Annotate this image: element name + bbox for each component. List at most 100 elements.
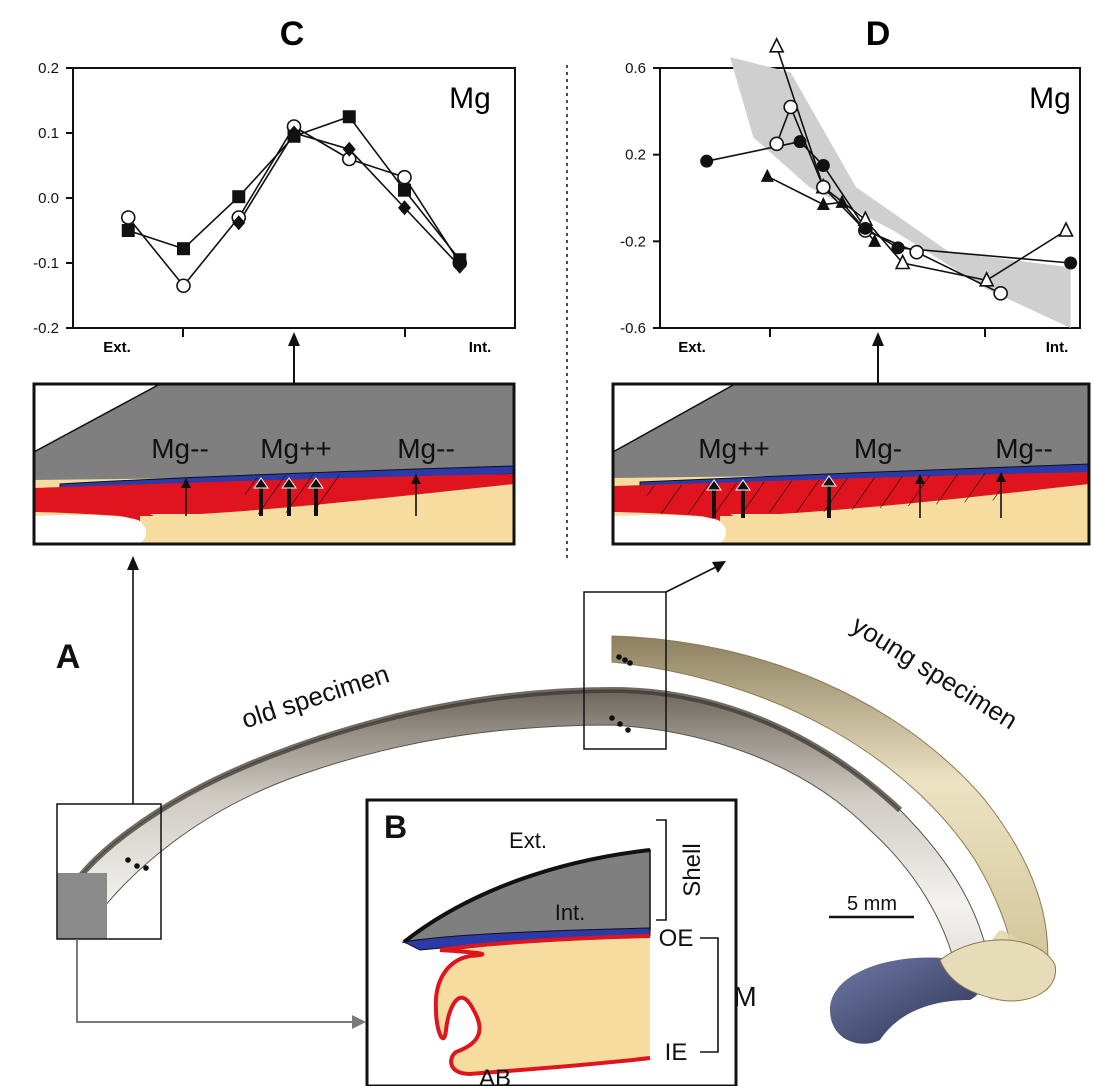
- zoom-box-c: Mg-- Mg++ Mg--: [32, 382, 516, 546]
- data-point-series-1: [176, 278, 191, 294]
- data-point-series-2: [769, 136, 784, 152]
- data-point-series-3: [793, 135, 807, 149]
- data-point-series-2: [177, 242, 190, 256]
- data-point-series-3: [1064, 256, 1078, 270]
- chart-d-y-axis: 0.6 0.2 -0.2 -0.6: [620, 60, 660, 337]
- data-point-series-2: [232, 190, 246, 204]
- selection-box-young: [583, 591, 667, 750]
- data-point-series-2: [909, 244, 924, 260]
- y-tick-label: 0.2: [38, 60, 59, 77]
- series-line-4: [766, 175, 876, 242]
- selection-box-old: [56, 803, 162, 940]
- panel-label-d: D: [866, 15, 891, 53]
- zoom-box-d: Mg++ Mg- Mg--: [611, 382, 1091, 546]
- y-tick-label: 0.6: [625, 60, 646, 77]
- label-shell: Shell: [679, 843, 706, 896]
- chart-d-x-tick-int: Int.: [1046, 339, 1069, 356]
- y-tick-label: 0.2: [625, 147, 646, 164]
- data-point-series-4: [760, 168, 774, 182]
- label-ext: Ext.: [509, 828, 547, 853]
- flux-arrow-head: [735, 479, 751, 491]
- chart-c-annotation: Mg: [449, 82, 491, 115]
- y-tick-label: -0.2: [33, 320, 59, 337]
- y-tick-label: -0.2: [620, 233, 646, 250]
- data-point-series-1: [768, 37, 785, 53]
- label-m: M: [733, 981, 756, 1012]
- chart-c-plot: [120, 110, 468, 294]
- data-point-series-2: [993, 286, 1008, 301]
- flux-arrow-head: [411, 474, 421, 484]
- flux-arrow-head: [915, 474, 925, 484]
- y-tick-label: 0.1: [38, 125, 59, 142]
- flux-arrow-head: [996, 472, 1006, 482]
- diagram-b: B Ext. Int. Shell OE IE M AB: [365, 798, 757, 1086]
- data-point-series-3: [891, 241, 905, 255]
- zoom-d-label-3: Mg--: [995, 433, 1053, 464]
- flux-arrow-head: [308, 477, 324, 489]
- zoom-c-label-2: Mg++: [260, 433, 332, 464]
- panel-label-c: C: [280, 15, 305, 53]
- data-point-series-2: [398, 183, 411, 197]
- data-point-series-3: [816, 159, 830, 172]
- chart-d-plot: [700, 37, 1078, 329]
- chart-c-x-tick-ext: Ext.: [103, 339, 131, 356]
- scale-label: 5 mm: [847, 893, 897, 915]
- flux-arrow-head: [253, 477, 269, 489]
- data-point-series-3: [858, 221, 872, 235]
- series-line-1: [127, 125, 461, 288]
- chart-c-y-axis: 0.2 0.1 0.0 -0.1 -0.2: [33, 60, 73, 337]
- chart-d: D 0.6 0.2 -0.2 -0.6 Mg Ext. Int.: [620, 15, 1081, 383]
- zoom-c-arrows: [181, 474, 421, 516]
- label-ab: AB: [479, 1065, 511, 1086]
- mantle-tissue: [435, 936, 650, 1074]
- chart-c: C 0.2 0.1 0.0 -0.1 -0.2 Mg Ext. Int.: [33, 15, 516, 383]
- panel-label-a: A: [56, 638, 81, 676]
- label-int: Int.: [555, 900, 586, 925]
- data-point-series-1: [120, 210, 136, 225]
- data-point-series-4: [816, 197, 830, 210]
- label-oe: OE: [659, 925, 694, 952]
- y-tick-label: 0.0: [38, 190, 59, 207]
- data-point-series-3: [453, 258, 467, 274]
- y-tick-label: -0.1: [33, 255, 59, 272]
- data-point-series-3: [342, 141, 356, 157]
- zoom-c-label-3: Mg--: [397, 433, 455, 464]
- data-point-series-2: [121, 224, 135, 237]
- arrow-head: [872, 332, 884, 346]
- zoom-d-arrows: [706, 472, 1006, 518]
- panel-label-b: B: [384, 809, 407, 845]
- chart-d-annotation: Mg: [1029, 82, 1071, 115]
- flux-arrow-head: [181, 478, 191, 488]
- chart-d-x-tick-ext: Ext.: [678, 339, 706, 356]
- data-point-series-3: [232, 215, 246, 231]
- data-point-series-3: [398, 200, 411, 216]
- label-ie: IE: [665, 1039, 688, 1066]
- flux-arrow-head: [281, 477, 297, 489]
- chart-c-x-tick-int: Int.: [469, 339, 492, 356]
- arrow-head: [288, 332, 300, 346]
- range-envelope: [730, 57, 1071, 329]
- data-point-series-4: [868, 233, 882, 247]
- data-point-series-1: [894, 253, 911, 270]
- data-point-series-4: [835, 194, 849, 208]
- zoom-d-label-2: Mg-: [854, 433, 902, 464]
- data-point-series-3: [700, 154, 714, 168]
- data-point-series-1: [978, 271, 995, 287]
- data-point-series-2: [816, 179, 831, 195]
- zoom-d-label-1: Mg++: [698, 433, 770, 464]
- y-tick-label: -0.6: [620, 320, 646, 337]
- shell-layer: [34, 384, 514, 480]
- data-point-series-2: [783, 99, 798, 115]
- flux-arrow-head: [821, 475, 837, 487]
- data-point-series-1: [1058, 221, 1074, 237]
- flux-arrow-head: [706, 479, 722, 491]
- zoom-c-label-1: Mg--: [151, 433, 209, 464]
- series-line-1: [775, 46, 1067, 282]
- data-point-series-1: [397, 169, 412, 185]
- old-tip-highlight: [57, 873, 107, 939]
- mantle-edge: [433, 934, 651, 1077]
- chart-d-frame: [659, 67, 1081, 329]
- data-point-series-3: [287, 125, 301, 141]
- series-line-3: [706, 140, 1071, 264]
